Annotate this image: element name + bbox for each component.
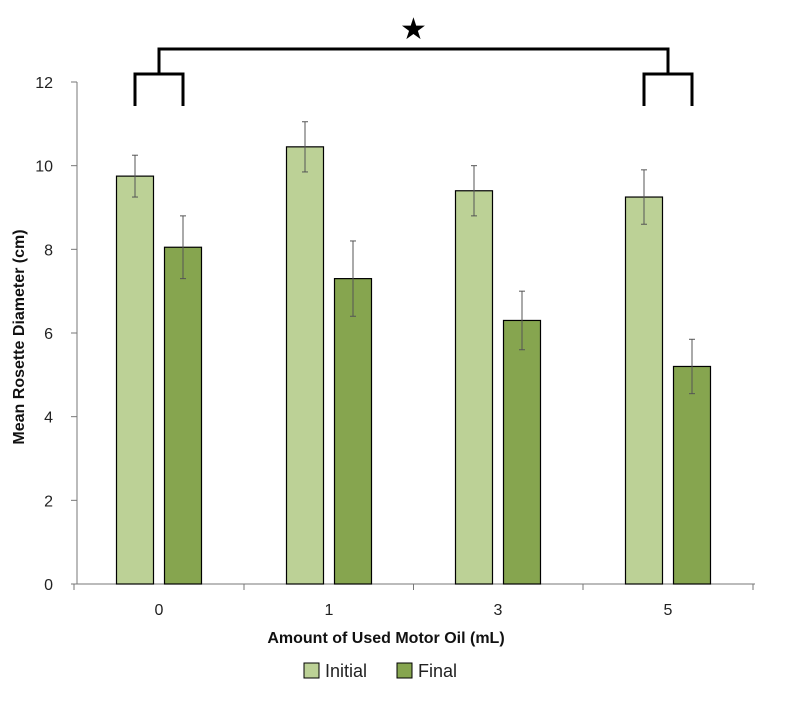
legend-label-initial: Initial [325,661,367,681]
y-axis: 0 2 4 6 8 10 12 [35,75,78,594]
bar-final-3 [502,319,542,585]
sub-bracket-5 [642,72,694,106]
y-tick-label: 8 [44,242,53,259]
y-tick-label: 0 [44,577,53,594]
x-axis: 0 1 3 5 [73,583,755,619]
y-tick-label: 2 [44,493,53,510]
bars [115,146,712,585]
bar-initial-5 [624,196,664,585]
legend-label-final: Final [418,661,457,681]
significance-bracket [133,47,694,106]
bar-final-0 [163,246,203,585]
legend: Initial Final [303,661,457,681]
bar-initial-1 [285,146,325,585]
x-tick-label: 1 [325,602,334,619]
x-tick-label: 3 [494,602,503,619]
legend-swatch-initial [303,662,320,679]
y-tick-label: 6 [44,326,53,343]
error-bars [132,121,695,395]
y-tick-label: 10 [35,159,53,176]
sub-bracket-0 [133,72,185,106]
x-tick-label: 5 [664,602,673,619]
legend-swatch-final [396,662,413,679]
y-axis-title: Mean Rosette Diameter (cm) [11,229,28,444]
x-tick-label: 0 [155,602,164,619]
y-tick-label: 4 [44,410,53,427]
bar-final-5 [672,365,712,585]
bar-initial-3 [454,190,494,585]
bar-final-1 [333,278,373,585]
main-bracket [157,47,670,74]
x-axis-title: Amount of Used Motor Oil (mL) [267,630,504,647]
significance-star: ★ [400,12,427,47]
bar-initial-0 [115,175,155,585]
y-tick-label: 12 [35,75,53,92]
